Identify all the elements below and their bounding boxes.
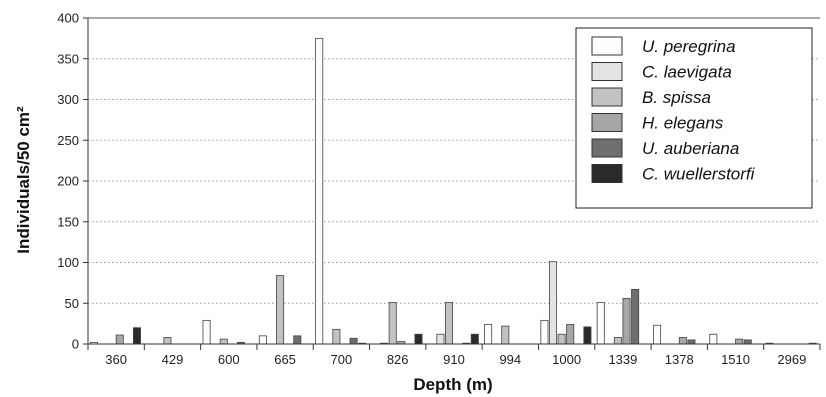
bar: [470, 333, 479, 345]
x-tick-label: 1510: [721, 352, 750, 367]
legend-label: H. elegans: [642, 114, 724, 133]
y-axis-title: Individuals/50 cm²: [14, 106, 33, 254]
x-tick-label: 826: [387, 352, 409, 367]
y-tick-label: 200: [57, 174, 79, 189]
y-tick-label: 300: [57, 92, 79, 107]
legend-label: U. peregrina: [642, 37, 736, 56]
bar: [444, 302, 453, 345]
x-tick-label: 700: [331, 352, 353, 367]
bar: [613, 337, 622, 345]
bar: [566, 324, 575, 345]
y-tick-label: 150: [57, 214, 79, 229]
bar: [202, 319, 211, 345]
bar: [501, 325, 510, 345]
bar: [115, 334, 124, 345]
x-tick-label: 1378: [665, 352, 694, 367]
bar: [583, 326, 592, 345]
legend-swatch: [591, 62, 623, 81]
bar: [735, 338, 744, 345]
bar: [436, 333, 445, 345]
x-tick-label: 994: [499, 352, 521, 367]
y-tick-label: 0: [72, 337, 79, 352]
bar: [293, 335, 302, 345]
legend-swatch: [591, 113, 623, 132]
x-axis-title: Depth (m): [413, 375, 492, 394]
bar: [622, 297, 631, 345]
x-tick-label: 665: [274, 352, 296, 367]
bar: [414, 333, 423, 345]
legend-swatch: [591, 164, 623, 183]
bar: [258, 335, 267, 345]
legend-label: B. spissa: [642, 88, 711, 107]
bar: [557, 333, 566, 345]
y-axis-ticks: 0 50 100 150 200 250 300 350 400: [57, 11, 88, 352]
bar: [540, 319, 549, 345]
bar: [315, 37, 324, 345]
x-axis-ticks: 360 429 600 665 700 826 910 994 1000 1339 1378 1510…: [87, 344, 821, 367]
x-tick-label: 2969: [777, 352, 806, 367]
bars: [89, 37, 817, 345]
x-tick-label: 429: [162, 352, 184, 367]
x-tick-label: 910: [443, 352, 465, 367]
x-tick-label: 360: [105, 352, 127, 367]
x-tick-label: 600: [218, 352, 240, 367]
bar: [349, 337, 358, 345]
y-tick-label: 350: [57, 51, 79, 66]
y-tick-label: 250: [57, 133, 79, 148]
bar: [388, 302, 397, 345]
bar: [549, 261, 558, 345]
bar: [678, 337, 687, 345]
legend-swatch: [591, 36, 623, 56]
legend: U. peregrina C. laevigata B. spissa H. eleg…: [575, 27, 813, 209]
bar: [743, 339, 752, 345]
y-tick-label: 400: [57, 11, 79, 26]
y-tick-label: 100: [57, 255, 79, 270]
bar: [653, 324, 662, 345]
bar: [163, 337, 172, 345]
legend-swatch: [591, 138, 623, 158]
legend-label: U. auberiana: [642, 139, 739, 158]
bar: [276, 275, 285, 345]
x-tick-label: 1000: [552, 352, 581, 367]
legend-label: C. laevigata: [642, 63, 732, 82]
bar: [332, 328, 341, 345]
bar: [687, 339, 696, 345]
bar: [484, 324, 493, 345]
bar: [219, 338, 228, 345]
legend-swatch: [591, 87, 623, 107]
bar: [596, 302, 605, 345]
bar: [132, 327, 141, 345]
y-tick-label: 50: [65, 296, 79, 311]
bar: [709, 333, 718, 345]
legend-label: C. wuellerstorfi: [642, 165, 756, 184]
x-tick-label: 1339: [608, 352, 637, 367]
bar: [631, 288, 640, 345]
